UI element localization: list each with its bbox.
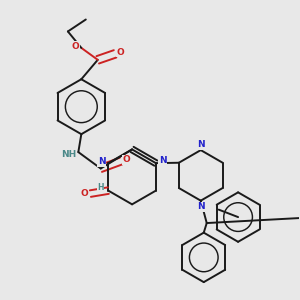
Text: O: O: [71, 42, 79, 51]
Text: N: N: [98, 157, 106, 166]
Text: O: O: [80, 189, 88, 198]
Text: N: N: [159, 156, 166, 165]
Text: N: N: [197, 140, 205, 149]
Text: O: O: [122, 155, 130, 164]
Text: N: N: [197, 202, 205, 211]
Text: NH: NH: [61, 150, 76, 159]
Text: O: O: [117, 48, 124, 57]
Text: H: H: [98, 183, 104, 192]
